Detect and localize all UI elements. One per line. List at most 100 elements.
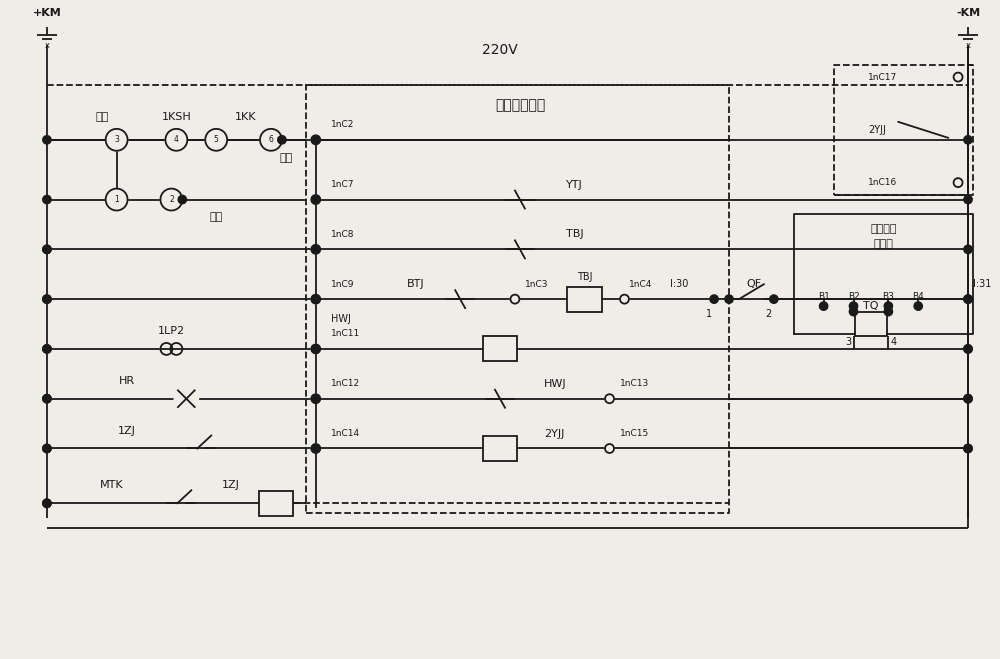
Text: 1nC14: 1nC14 <box>331 429 360 438</box>
Text: MTK: MTK <box>100 480 123 490</box>
Circle shape <box>605 444 614 453</box>
Text: 1nC2: 1nC2 <box>331 121 354 129</box>
Text: 3: 3 <box>845 337 852 347</box>
Circle shape <box>964 345 972 353</box>
Text: 1KSH: 1KSH <box>161 112 191 122</box>
Circle shape <box>311 245 320 254</box>
Circle shape <box>819 302 828 310</box>
Text: 1nC11: 1nC11 <box>331 330 360 339</box>
Circle shape <box>964 136 972 144</box>
Circle shape <box>43 499 51 507</box>
Text: TBJ: TBJ <box>577 272 592 282</box>
Circle shape <box>160 343 172 355</box>
Text: B1: B1 <box>818 292 830 301</box>
Bar <box>259 491 293 516</box>
Text: 1nC12: 1nC12 <box>331 380 360 388</box>
Text: YTJ: YTJ <box>566 180 583 190</box>
Circle shape <box>312 245 320 254</box>
Circle shape <box>964 245 972 254</box>
Text: 远方: 远方 <box>210 212 223 223</box>
Text: 1KK: 1KK <box>235 112 257 122</box>
Circle shape <box>165 129 187 151</box>
Text: QF: QF <box>746 279 761 289</box>
Text: HR: HR <box>119 376 135 386</box>
Circle shape <box>710 295 718 303</box>
Circle shape <box>43 499 51 507</box>
Circle shape <box>964 295 972 303</box>
Circle shape <box>311 444 320 453</box>
Circle shape <box>260 129 282 151</box>
Circle shape <box>278 136 286 144</box>
Circle shape <box>312 136 320 144</box>
Text: B4: B4 <box>912 292 924 301</box>
Circle shape <box>311 345 320 353</box>
Text: 微机保护装置: 微机保护装置 <box>495 98 545 112</box>
Circle shape <box>311 295 320 304</box>
Circle shape <box>884 307 893 316</box>
Text: I:30: I:30 <box>670 279 688 289</box>
Circle shape <box>914 302 922 310</box>
Circle shape <box>43 195 51 204</box>
Circle shape <box>849 302 858 310</box>
Text: TBJ: TBJ <box>566 229 583 239</box>
Circle shape <box>770 295 778 303</box>
Text: 1nC3: 1nC3 <box>525 279 548 289</box>
Circle shape <box>510 295 519 304</box>
Bar <box>567 287 602 312</box>
Bar <box>483 436 517 461</box>
Circle shape <box>954 72 963 82</box>
Text: 1nC9: 1nC9 <box>331 279 354 289</box>
Circle shape <box>311 135 320 144</box>
Text: 1ZJ: 1ZJ <box>118 426 136 436</box>
Circle shape <box>170 343 182 355</box>
Circle shape <box>106 188 128 210</box>
Text: 2: 2 <box>766 309 772 319</box>
Circle shape <box>43 444 51 453</box>
Circle shape <box>311 195 320 204</box>
Text: 3: 3 <box>114 135 119 144</box>
Circle shape <box>964 395 972 403</box>
Circle shape <box>964 444 972 453</box>
Text: HWJ: HWJ <box>543 379 566 389</box>
Text: BTJ: BTJ <box>407 279 424 289</box>
Text: x: x <box>44 41 49 49</box>
Text: 5: 5 <box>214 135 219 144</box>
Text: B2: B2 <box>848 292 859 301</box>
Text: 1nC13: 1nC13 <box>619 380 649 388</box>
Circle shape <box>311 394 320 403</box>
Text: 操作板: 操作板 <box>873 239 893 249</box>
Text: 1LP2: 1LP2 <box>158 326 185 336</box>
Circle shape <box>43 345 51 353</box>
Circle shape <box>964 444 972 453</box>
Circle shape <box>312 295 320 303</box>
Circle shape <box>174 387 198 411</box>
Text: 1nC4: 1nC4 <box>629 279 653 289</box>
Circle shape <box>43 295 51 303</box>
Text: 2: 2 <box>169 195 174 204</box>
Circle shape <box>43 136 51 144</box>
Text: 220V: 220V <box>482 43 518 57</box>
Text: 2YJJ: 2YJJ <box>545 428 565 438</box>
Circle shape <box>884 302 893 310</box>
Text: +KM: +KM <box>33 9 61 18</box>
Circle shape <box>312 345 320 353</box>
Text: x: x <box>966 41 971 49</box>
Text: 1nC16: 1nC16 <box>868 178 898 187</box>
Text: 1: 1 <box>706 309 712 319</box>
Text: -KM: -KM <box>956 9 980 18</box>
Circle shape <box>178 195 187 204</box>
Circle shape <box>43 395 51 403</box>
Circle shape <box>725 295 733 303</box>
Circle shape <box>43 345 51 353</box>
Text: 4: 4 <box>890 337 896 347</box>
Text: 1nC7: 1nC7 <box>331 180 354 189</box>
Text: 分闸: 分闸 <box>279 153 293 163</box>
Circle shape <box>43 245 51 254</box>
Text: 就地: 就地 <box>95 112 108 122</box>
Circle shape <box>605 394 614 403</box>
Circle shape <box>964 295 972 303</box>
Circle shape <box>106 129 128 151</box>
Bar <box>483 337 517 361</box>
Text: 6: 6 <box>269 135 273 144</box>
Text: HWJ: HWJ <box>331 314 351 324</box>
